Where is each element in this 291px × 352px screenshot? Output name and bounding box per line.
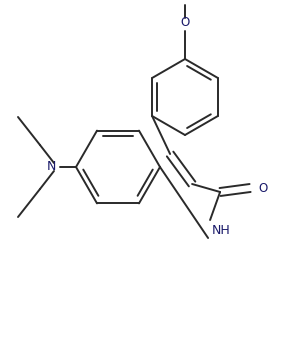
Text: NH: NH bbox=[212, 224, 231, 237]
Text: N: N bbox=[47, 161, 56, 174]
Text: O: O bbox=[258, 182, 267, 195]
Text: O: O bbox=[180, 16, 190, 29]
